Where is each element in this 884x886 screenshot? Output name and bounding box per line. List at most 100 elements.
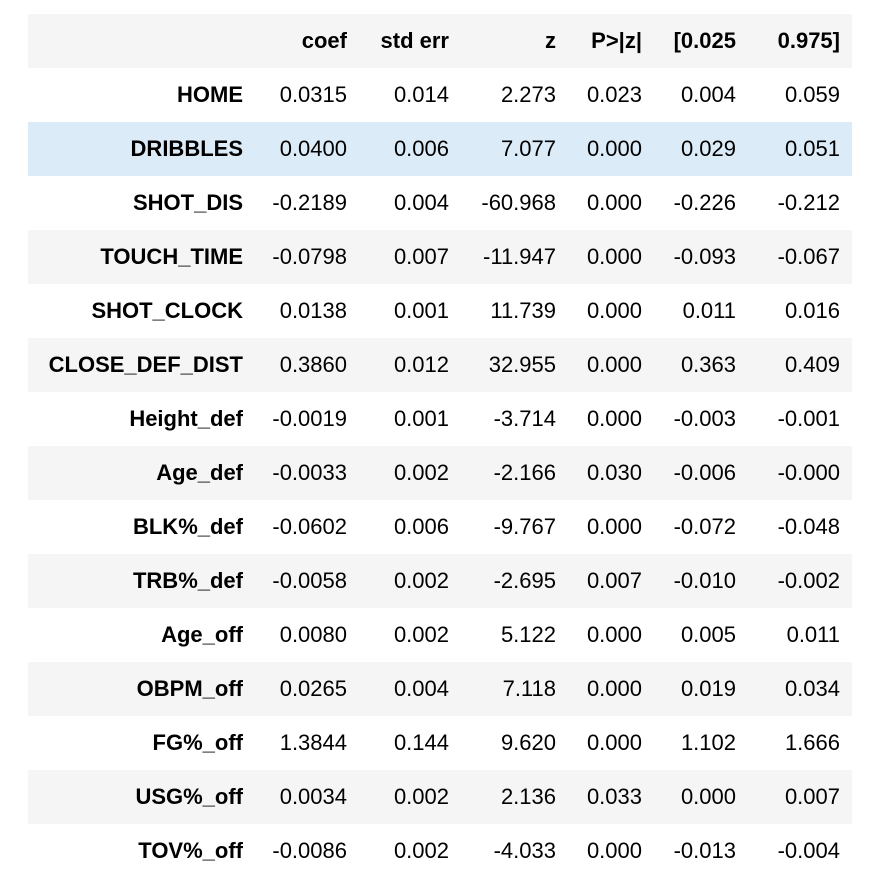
row-label: SHOT_CLOCK xyxy=(91,298,243,323)
header-cell-p-value: P>|z| xyxy=(568,14,654,68)
table-cell: 0.000 xyxy=(586,352,642,377)
table-cell: 0.051 xyxy=(784,136,840,161)
table-cell: 2.273 xyxy=(500,82,556,107)
header-cell-std-err: std err xyxy=(359,14,461,68)
row-label: OBPM_off xyxy=(136,676,243,701)
header-cell-ci-lower: [0.025 xyxy=(654,14,748,68)
table-cell: 0.000 xyxy=(586,514,642,539)
table-cell: -0.048 xyxy=(777,514,840,539)
table-cell: 1.3844 xyxy=(279,730,347,755)
table-cell: 0.001 xyxy=(393,406,449,431)
table-cell: 1.666 xyxy=(784,730,840,755)
table-cell: 0.014 xyxy=(393,82,449,107)
table-cell: 0.004 xyxy=(393,676,449,701)
table-cell: 0.000 xyxy=(586,298,642,323)
table-cell: 0.144 xyxy=(393,730,449,755)
table-cell: 0.0034 xyxy=(279,784,347,809)
table-cell: 5.122 xyxy=(500,622,556,647)
row-label: TOUCH_TIME xyxy=(100,244,243,269)
header-row: coef std err z P>|z| [0.025 0.975] xyxy=(28,14,852,68)
row-label: FG%_off xyxy=(152,730,243,755)
table-cell: 0.016 xyxy=(784,298,840,323)
row-label: SHOT_DIS xyxy=(132,190,243,215)
table-cell: -0.013 xyxy=(673,838,736,863)
table-cell: 0.000 xyxy=(586,190,642,215)
table-row: TOV%_off -0.0086 0.002 -4.033 0.000 -0.013 -0.… xyxy=(28,824,852,878)
table-cell: -0.006 xyxy=(673,460,736,485)
table-cell: -0.0798 xyxy=(272,244,347,269)
table-cell: 0.007 xyxy=(586,568,642,593)
table-cell: -3.714 xyxy=(493,406,556,431)
table-cell: -2.166 xyxy=(493,460,556,485)
table-cell: -0.067 xyxy=(777,244,840,269)
table-cell: 0.002 xyxy=(393,622,449,647)
table-cell: -0.003 xyxy=(673,406,736,431)
table-cell: 0.000 xyxy=(586,730,642,755)
table-cell: 0.002 xyxy=(393,838,449,863)
table-cell: -0.002 xyxy=(777,568,840,593)
table-cell: 0.023 xyxy=(586,82,642,107)
table-row: OBPM_off 0.0265 0.004 7.118 0.000 0.019 0.034 xyxy=(28,662,852,716)
table-cell: -9.767 xyxy=(493,514,556,539)
table-cell: -11.947 xyxy=(483,244,556,269)
table-row: Height_def -0.0019 0.001 -3.714 0.000 -0.003 -… xyxy=(28,392,852,446)
table-cell: 0.059 xyxy=(784,82,840,107)
table-cell: 0.000 xyxy=(586,676,642,701)
table-row: FG%_off 1.3844 0.144 9.620 0.000 1.102 1.666 xyxy=(28,716,852,770)
table-cell: 0.019 xyxy=(680,676,736,701)
table-cell: 0.000 xyxy=(586,244,642,269)
row-label: TRB%_def xyxy=(132,568,243,593)
table-cell: 0.000 xyxy=(586,838,642,863)
table-cell: -0.212 xyxy=(777,190,840,215)
regression-table-container: coef std err z P>|z| [0.025 0.975] HOME 0… xyxy=(28,14,852,878)
row-label: USG%_off xyxy=(135,784,243,809)
table-cell: -0.0086 xyxy=(272,838,347,863)
table-row: USG%_off 0.0034 0.002 2.136 0.033 0.000 0.007 xyxy=(28,770,852,824)
table-row: HOME 0.0315 0.014 2.273 0.023 0.004 0.059 xyxy=(28,68,852,122)
table-cell: -0.072 xyxy=(673,514,736,539)
table-cell: 0.011 xyxy=(786,622,840,647)
table-row: SHOT_CLOCK 0.0138 0.001 11.739 0.000 0.011 0.0… xyxy=(28,284,852,338)
table-cell: 7.118 xyxy=(502,676,556,701)
table-cell: 0.007 xyxy=(784,784,840,809)
table-cell: 1.102 xyxy=(680,730,736,755)
table-cell: 0.006 xyxy=(393,136,449,161)
table-cell: -2.695 xyxy=(493,568,556,593)
row-label: HOME xyxy=(177,82,243,107)
table-cell: 0.0138 xyxy=(279,298,347,323)
table-cell: -0.004 xyxy=(777,838,840,863)
table-cell: 0.030 xyxy=(586,460,642,485)
table-cell: 0.000 xyxy=(586,622,642,647)
table-cell: 2.136 xyxy=(500,784,556,809)
table-cell: 0.004 xyxy=(680,82,736,107)
table-cell: 0.012 xyxy=(393,352,449,377)
table-cell: -0.093 xyxy=(673,244,736,269)
row-label: Height_def xyxy=(129,406,243,431)
table-row: TRB%_def -0.0058 0.002 -2.695 0.007 -0.010 -0.… xyxy=(28,554,852,608)
table-cell: -0.0019 xyxy=(272,406,347,431)
table-row: TOUCH_TIME -0.0798 0.007 -11.947 0.000 -0.093… xyxy=(28,230,852,284)
table-cell: -0.0602 xyxy=(272,514,347,539)
table-cell: 0.0400 xyxy=(279,136,347,161)
table-cell: -0.000 xyxy=(777,460,840,485)
table-cell: 0.033 xyxy=(586,784,642,809)
table-header: coef std err z P>|z| [0.025 0.975] xyxy=(28,14,852,68)
table-cell: 0.000 xyxy=(586,136,642,161)
row-label: Age_def xyxy=(156,460,243,485)
table-cell: 9.620 xyxy=(500,730,556,755)
table-cell: -4.033 xyxy=(493,838,556,863)
table-cell: 7.077 xyxy=(500,136,556,161)
table-cell: -0.0033 xyxy=(272,460,347,485)
header-cell-ci-upper: 0.975] xyxy=(748,14,852,68)
table-cell: -0.010 xyxy=(673,568,736,593)
table-cell: 0.029 xyxy=(680,136,736,161)
table-cell: 0.363 xyxy=(680,352,736,377)
row-label: DRIBBLES xyxy=(130,136,243,161)
table-cell: 0.409 xyxy=(784,352,840,377)
table-row: Age_off 0.0080 0.002 5.122 0.000 0.005 0.011 xyxy=(28,608,852,662)
table-cell: 0.000 xyxy=(680,784,736,809)
regression-results-table: coef std err z P>|z| [0.025 0.975] HOME 0… xyxy=(28,14,852,878)
table-cell: 0.007 xyxy=(393,244,449,269)
table-row: BLK%_def -0.0602 0.006 -9.767 0.000 -0.072 -0.… xyxy=(28,500,852,554)
table-cell: 0.004 xyxy=(393,190,449,215)
